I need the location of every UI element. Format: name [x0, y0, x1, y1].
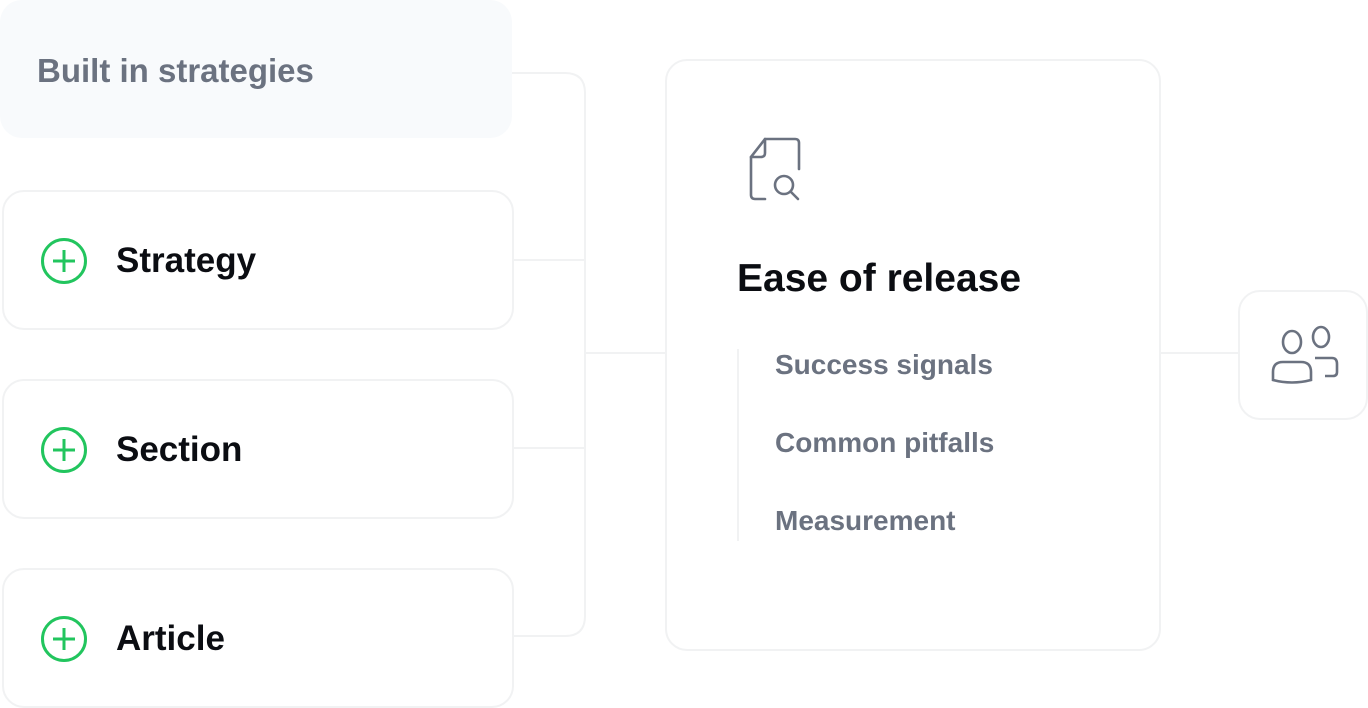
- option-card-section[interactable]: Section: [2, 379, 514, 519]
- strategies-header: Built in strategies: [0, 0, 512, 138]
- list-item[interactable]: Common pitfalls: [775, 427, 995, 458]
- plus-circle-icon: [41, 616, 87, 662]
- plus-circle-icon: [41, 427, 87, 473]
- list-item[interactable]: Measurement: [775, 505, 956, 536]
- option-card-article[interactable]: Article: [2, 568, 514, 708]
- users-icon: [1271, 325, 1339, 384]
- option-label: Section: [116, 430, 243, 469]
- option-card-strategy[interactable]: Strategy: [2, 190, 514, 330]
- detail-list: Success signals Common pitfalls Measurem…: [737, 349, 994, 541]
- users-node[interactable]: [1238, 290, 1368, 420]
- card-title: Ease of release: [737, 257, 1022, 300]
- document-search-icon: [749, 137, 801, 201]
- list-item[interactable]: Success signals: [775, 349, 993, 380]
- plus-circle-icon: [41, 238, 87, 284]
- header-title: Built in strategies: [37, 52, 314, 89]
- option-label: Article: [116, 619, 225, 658]
- option-label: Strategy: [116, 241, 257, 280]
- strategy-detail-card: Ease of release Success signals Common p…: [665, 59, 1161, 651]
